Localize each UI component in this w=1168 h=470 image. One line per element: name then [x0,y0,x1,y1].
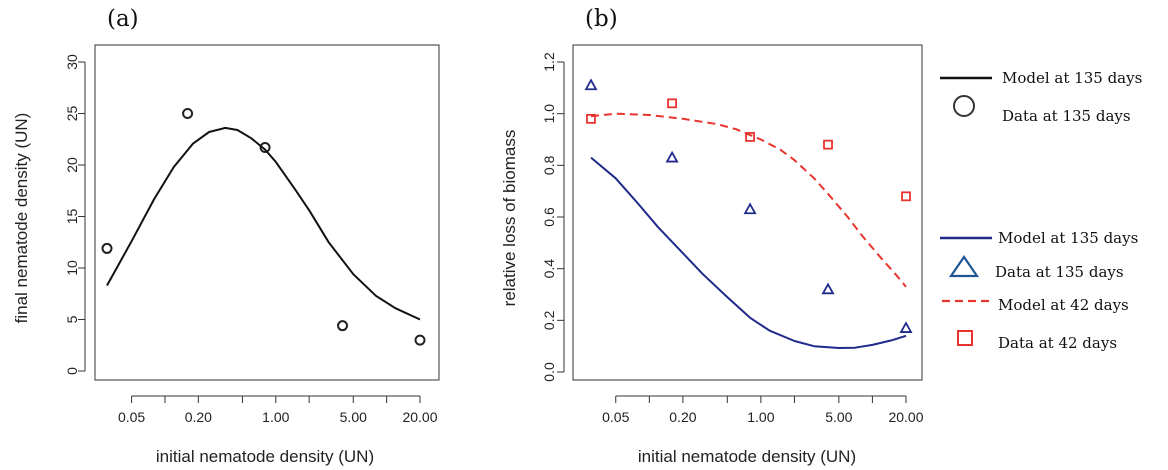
panel-b-x-tick-label: 20.00 [888,409,923,425]
panel-b-x-tick-label: 1.00 [747,409,774,425]
panel-a-series [101,108,426,346]
panel-b-y-tick-label: 0.4 [541,259,557,279]
panel-a-label: (a) [107,6,139,32]
panel-a-data-point-circle [337,320,349,332]
panel-b-data-point-square [901,191,911,202]
panel-b-data-point-triangle [821,282,835,295]
panel-b-series [584,78,913,349]
panel-a-x-tick-label: 5.00 [340,409,367,425]
panel-b-x-tick-label: 0.05 [602,409,629,425]
panel-a-x-tick-label: 1.00 [262,409,289,425]
legend-a-marker-label: Data at 135 days [1002,107,1131,125]
panel-b-axes: 0.0 0.2 0.4 0.6 0.8 1.0 1.2 0.05 0.20 1.00 5.00 20.… [541,52,924,425]
panel-b-y-tick-label: 0.0 [541,362,557,382]
panel-b-data-point-square [586,113,596,124]
panel-b-y-tick-label: 1.0 [541,104,557,124]
panel-b-model-curve-2 [590,156,907,349]
panel-b-model-curve-3 [590,112,907,288]
panel-a-y-tick-label: 15 [64,209,80,225]
panel-a-data-point-circle [101,242,113,254]
panel-a-y-axis-title: final nematode density (UN) [12,113,31,324]
panel-b-label: (b) [585,6,618,32]
panel-a-y-tick-label: 0 [64,367,80,375]
panel-b-x-axis-title: initial nematode density (UN) [638,447,856,466]
panel-a-data-point-circle [414,334,426,346]
legend-b: Model at 135 days Data at 135 days Model… [940,229,1138,352]
panel-a-data-point-circle [259,141,271,153]
legend-a-circle-marker-icon [953,95,975,117]
panel-a-plot-frame [94,44,440,381]
panel-b-plot-frame [572,44,923,381]
legend-b-item-4-label: Data at 42 days [998,334,1117,352]
panel-b-data-point-triangle [665,150,679,163]
panel-b-y-axis-title: relative loss of biomass [500,130,519,307]
panel-b-x-tick-label: 0.20 [669,409,696,425]
panel-a-y-tick-label: 5 [64,315,80,323]
panel-a-x-tick-label: 20.00 [402,409,437,425]
legend-b-item-2-label: Data at 135 days [995,263,1124,281]
panel-b-data-point-square [667,98,677,109]
panel-b-data-point-triangle [743,202,757,215]
panel-b-y-tick-label: 0.6 [541,207,557,227]
legend-b-item-1-label: Model at 135 days [998,229,1138,247]
panel-b-y-tick-label: 1.2 [541,52,557,72]
panel-a-x-tick-label: 0.05 [118,409,145,425]
panel-a-x-axis-title: initial nematode density (UN) [156,447,374,466]
panel-a-y-tick-label: 10 [64,260,80,276]
panel-a-y-tick-label: 20 [64,157,80,173]
legend-b-square-marker-icon [957,330,973,346]
legend-a: Model at 135 days Data at 135 days [940,69,1142,125]
panel-a-x-tick-label: 0.20 [185,409,212,425]
panel-a-y-tick-label: 30 [64,54,80,70]
panel-a-model-curve-1 [106,126,421,321]
panel-b-data-point-square [823,139,833,150]
panel-b-data-point-triangle [899,321,913,333]
panel-a-data-point-circle [182,108,194,119]
panel-a-chart: (a) 0 5 10 15 20 25 30 0.05 0.20 1.00 5.00 20.00 in… [12,6,440,466]
panel-b-x-tick-label: 5.00 [825,409,852,425]
legend-b-triangle-marker-icon [948,255,980,278]
panel-b-data-point-square [745,132,755,142]
panel-b-y-tick-label: 0.2 [541,310,557,330]
legend-a-line-label: Model at 135 days [1002,69,1142,87]
panel-b-data-point-triangle [584,78,598,91]
panel-b-chart: (b) 0.0 0.2 0.4 0.6 0.8 1.0 1.2 0.05 0.20 1.00 5.0… [500,6,924,466]
legend-b-item-3-label: Model at 42 days [998,296,1129,314]
panel-a-axes: 0 5 10 15 20 25 30 0.05 0.20 1.00 5.00 20.00 [64,54,438,425]
panel-a-y-tick-label: 25 [64,106,80,122]
panel-b-y-tick-label: 0.8 [541,155,557,175]
